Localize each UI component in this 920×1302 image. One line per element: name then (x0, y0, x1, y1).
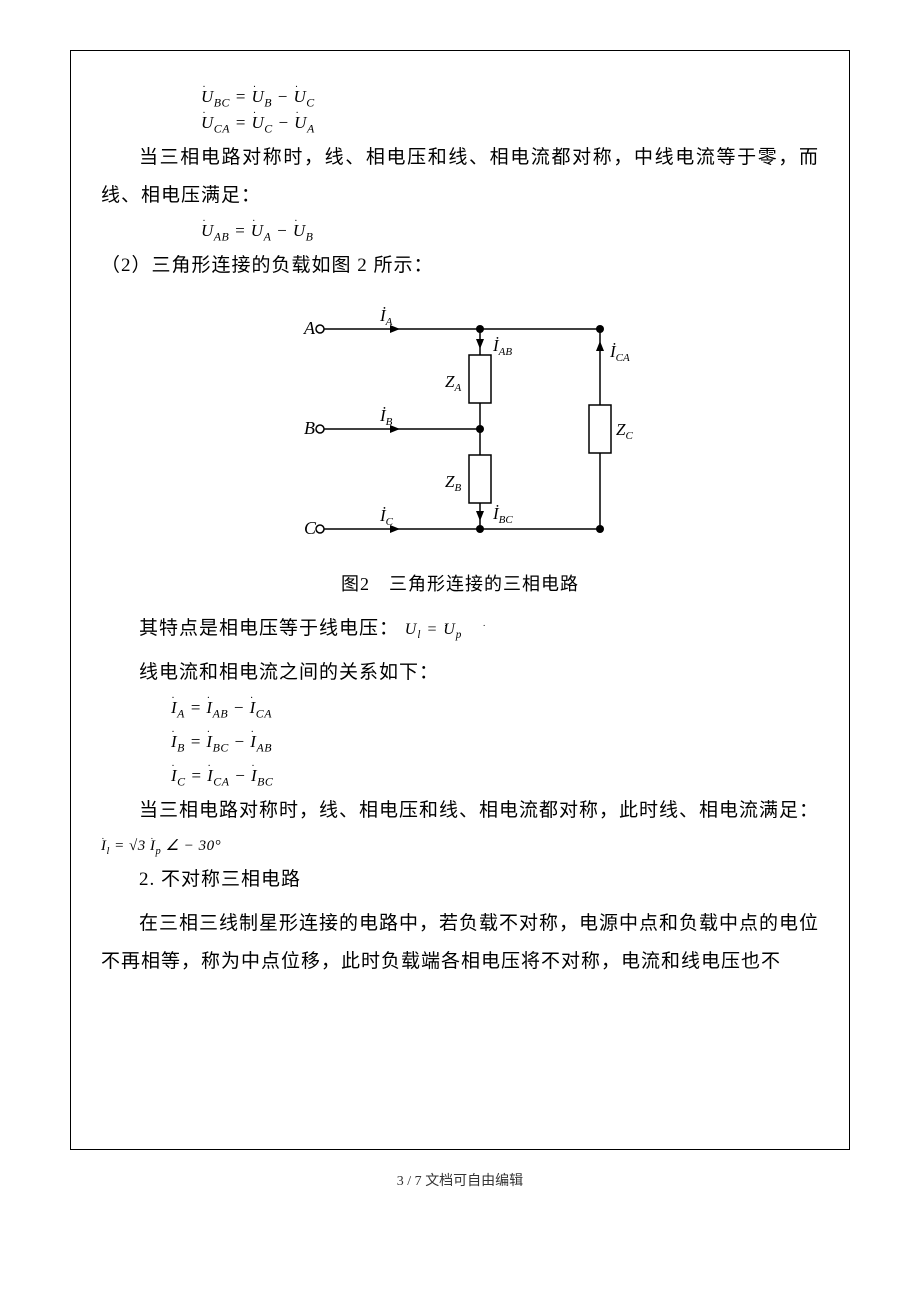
label-IC: İC (379, 506, 394, 528)
page-number: 3 / 7 (397, 1174, 422, 1189)
equation-ib: .IB = .IBC − .IAB (101, 732, 819, 752)
content-frame: .UBC = .UB − .UC .UCA = .UC − .UA 当三相电路对… (70, 50, 850, 1150)
equation-ubc: .UBC = .UB − .UC (101, 87, 819, 107)
delta-circuit-svg: A B C İA İB İC (280, 299, 640, 559)
equation-uab: .UAB = .UA − .UB (101, 221, 819, 241)
page: .UBC = .UB − .UC .UCA = .UC − .UA 当三相电路对… (0, 0, 920, 1230)
circuit-diagram: A B C İA İB İC (101, 299, 819, 564)
label-IAB: İAB (492, 336, 512, 358)
page-footer: 3 / 7 文档可自由编辑 (70, 1170, 850, 1190)
paragraph-asymmetric: 在三相三线制星形连接的电路中，若负载不对称，电源中点和负载中点的电位不再相等，称… (101, 905, 819, 981)
label-ZA: ZA (445, 372, 461, 394)
diagram-caption: 图2 三角形连接的三相电路 (101, 570, 819, 596)
label-IA: İA (379, 306, 393, 328)
equation-ul-eq-up: .Ul = .Up (405, 621, 463, 638)
paragraph-phase-eq-line: 其特点是相电压等于线电压： .Ul = .Up (101, 610, 819, 648)
paragraph-symmetry-voltage: 当三相电路对称时，线、相电压和线、相电流都对称，中线电流等于零，而线、相电压满足… (101, 139, 819, 215)
label-A: A (303, 318, 316, 338)
paragraph-symmetry-current: 当三相电路对称时，线、相电压和线、相电流都对称，此时线、相电流满足： (101, 792, 819, 830)
equation-ia: .IA = .IAB − .ICA (101, 698, 819, 718)
label-IBC: İBC (492, 504, 513, 526)
label-C: C (304, 518, 317, 538)
label-ZB: ZB (445, 472, 461, 494)
label-B: B (304, 418, 315, 438)
label-IB: İB (379, 406, 393, 428)
heading-asymmetric: 2. 不对称三相电路 (101, 861, 819, 899)
footer-note: 文档可自由编辑 (425, 1174, 523, 1189)
equation-il: .Il = √3 .Ip ∠ − 30° (101, 836, 819, 855)
label-ICA: İCA (609, 342, 630, 364)
paragraph-delta-intro: （2）三角形连接的负载如图 2 所示： (101, 247, 819, 285)
equation-uca: .UCA = .UC − .UA (101, 113, 819, 133)
paragraph-phase-eq-line-text: 其特点是相电压等于线电压： (139, 618, 399, 639)
paragraph-current-relation: 线电流和相电流之间的关系如下： (101, 654, 819, 692)
equation-ic: .IC = .ICA − .IBC (101, 766, 819, 786)
label-ZC: ZC (616, 420, 633, 442)
